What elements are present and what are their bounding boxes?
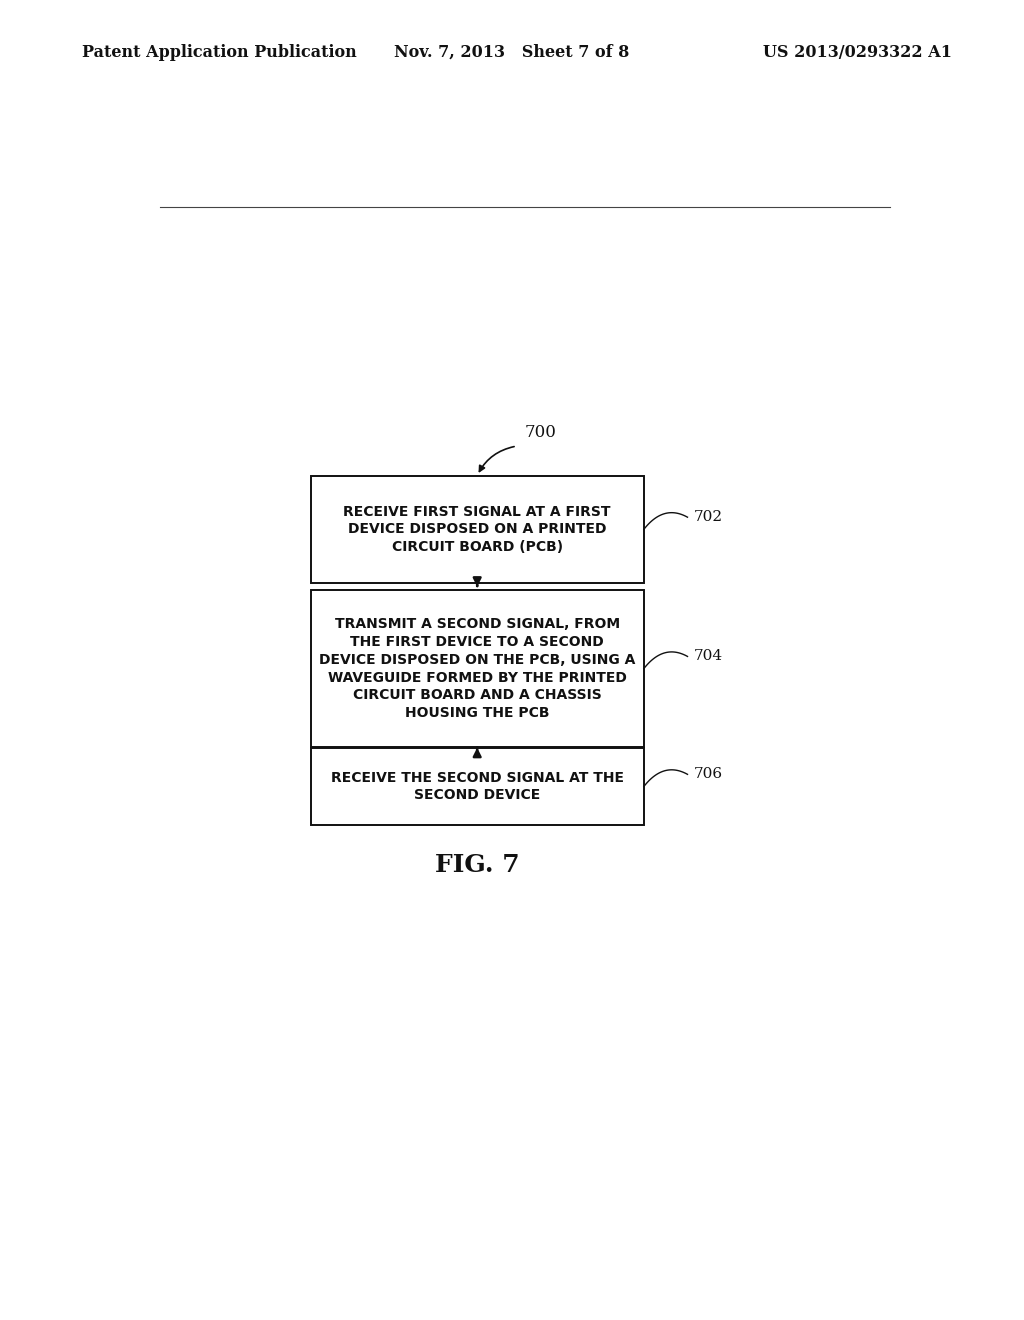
Text: Nov. 7, 2013   Sheet 7 of 8: Nov. 7, 2013 Sheet 7 of 8 xyxy=(394,44,630,61)
Text: 706: 706 xyxy=(694,767,723,781)
Bar xyxy=(310,590,644,747)
Bar xyxy=(310,477,644,582)
Bar xyxy=(310,748,644,825)
Text: RECEIVE FIRST SIGNAL AT A FIRST
DEVICE DISPOSED ON A PRINTED
CIRCUIT BOARD (PCB): RECEIVE FIRST SIGNAL AT A FIRST DEVICE D… xyxy=(343,504,611,554)
Text: Patent Application Publication: Patent Application Publication xyxy=(82,44,356,61)
Text: 700: 700 xyxy=(524,424,557,441)
Text: 704: 704 xyxy=(694,649,723,664)
Text: RECEIVE THE SECOND SIGNAL AT THE
SECOND DEVICE: RECEIVE THE SECOND SIGNAL AT THE SECOND … xyxy=(331,771,624,803)
Text: 702: 702 xyxy=(694,511,723,524)
Text: TRANSMIT A SECOND SIGNAL, FROM
THE FIRST DEVICE TO A SECOND
DEVICE DISPOSED ON T: TRANSMIT A SECOND SIGNAL, FROM THE FIRST… xyxy=(319,616,635,721)
Text: US 2013/0293322 A1: US 2013/0293322 A1 xyxy=(763,44,952,61)
Text: FIG. 7: FIG. 7 xyxy=(435,853,519,876)
